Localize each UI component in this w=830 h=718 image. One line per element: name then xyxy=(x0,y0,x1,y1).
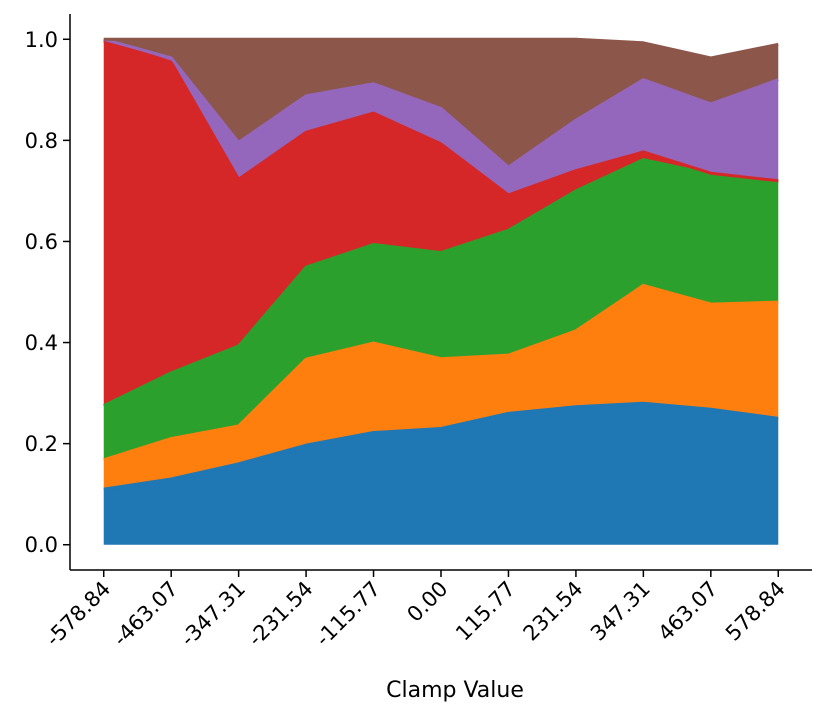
y-tick-label: 0.2 xyxy=(25,432,58,456)
series-6-edge xyxy=(103,37,779,60)
x-tick-label: -347.31 xyxy=(176,577,250,651)
x-tick-label: -463.07 xyxy=(108,577,182,651)
series-3-edge xyxy=(103,158,779,408)
x-tick-label: -578.84 xyxy=(41,577,115,651)
x-tick-label: 0.00 xyxy=(402,577,452,627)
x-axis-title: Clamp Value xyxy=(386,678,524,703)
area-series-5 xyxy=(103,39,779,195)
x-tick-label: -115.77 xyxy=(311,577,385,651)
x-tick-label: 463.07 xyxy=(653,577,722,646)
y-tick-label: 0.4 xyxy=(25,331,58,355)
y-tick-label: 0.0 xyxy=(25,533,58,557)
series-edge-lines-group xyxy=(103,37,779,491)
series-5-edge xyxy=(103,37,779,169)
x-tick-label: 347.31 xyxy=(586,577,655,646)
area-series-group xyxy=(103,39,779,545)
y-tick-label: 0.6 xyxy=(25,230,58,254)
series-4-edge xyxy=(103,39,779,197)
area-series-3 xyxy=(103,159,779,460)
x-tick-label: 115.77 xyxy=(451,577,520,646)
x-axis-ticks: -578.84-463.07-347.31-231.54-115.77 0.001… xyxy=(41,570,790,651)
x-tick-label: 578.84 xyxy=(721,577,790,646)
series-1-edge xyxy=(103,401,779,491)
x-tick-label: -231.54 xyxy=(243,577,317,651)
y-tick-label: 1.0 xyxy=(25,28,58,52)
area-series-6 xyxy=(103,39,779,168)
y-tick-label: 0.8 xyxy=(25,129,58,153)
area-series-1 xyxy=(103,403,779,545)
area-series-4 xyxy=(103,40,779,406)
x-tick-label: 231.54 xyxy=(519,577,588,646)
series-2-edge xyxy=(103,283,779,462)
area-series-2 xyxy=(103,285,779,490)
y-axis-ticks: 0.0 0.2 0.4 0.6 0.8 1.0 xyxy=(25,28,70,557)
